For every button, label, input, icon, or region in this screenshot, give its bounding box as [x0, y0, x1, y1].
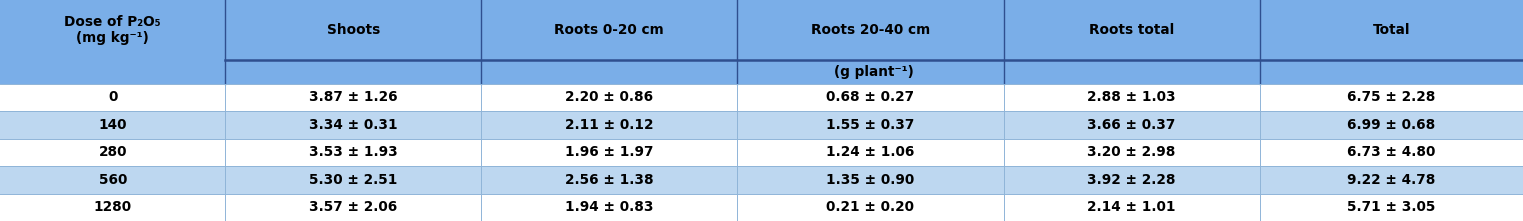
Bar [0, 111, 1523, 139]
Text: 6.73 ± 4.80: 6.73 ± 4.80 [1346, 145, 1436, 159]
Text: 1.96 ± 1.97: 1.96 ± 1.97 [565, 145, 653, 159]
Bar [0, 166, 1523, 194]
Bar [0, 139, 1523, 166]
Text: Roots 0-20 cm: Roots 0-20 cm [554, 23, 664, 37]
Text: 2.11 ± 0.12: 2.11 ± 0.12 [565, 118, 653, 132]
Text: Total: Total [1372, 23, 1410, 37]
Text: 1.94 ± 0.83: 1.94 ± 0.83 [565, 200, 653, 214]
Text: 3.57 ± 2.06: 3.57 ± 2.06 [309, 200, 398, 214]
Text: 1.35 ± 0.90: 1.35 ± 0.90 [827, 173, 914, 187]
Text: 3.92 ± 2.28: 3.92 ± 2.28 [1087, 173, 1176, 187]
Text: 9.22 ± 4.78: 9.22 ± 4.78 [1346, 173, 1436, 187]
Text: 1.55 ± 0.37: 1.55 ± 0.37 [825, 118, 915, 132]
Text: 3.53 ± 1.93: 3.53 ± 1.93 [309, 145, 398, 159]
Text: 0.21 ± 0.20: 0.21 ± 0.20 [827, 200, 914, 214]
Text: Roots total: Roots total [1089, 23, 1174, 37]
Text: 140: 140 [99, 118, 126, 132]
Text: 5.30 ± 2.51: 5.30 ± 2.51 [309, 173, 398, 187]
Bar [0, 0, 1523, 60]
Text: 0: 0 [108, 90, 117, 105]
Text: 6.75 ± 2.28: 6.75 ± 2.28 [1346, 90, 1436, 105]
Text: Shoots: Shoots [327, 23, 379, 37]
Bar [0, 84, 1523, 111]
Text: 2.56 ± 1.38: 2.56 ± 1.38 [565, 173, 653, 187]
Text: Dose of P₂O₅
(mg kg⁻¹): Dose of P₂O₅ (mg kg⁻¹) [64, 15, 161, 45]
Text: 2.88 ± 1.03: 2.88 ± 1.03 [1087, 90, 1176, 105]
Text: 560: 560 [99, 173, 126, 187]
Text: Roots 20-40 cm: Roots 20-40 cm [810, 23, 931, 37]
Text: 3.34 ± 0.31: 3.34 ± 0.31 [309, 118, 398, 132]
Text: 280: 280 [99, 145, 126, 159]
Text: 1280: 1280 [93, 200, 133, 214]
Text: 3.20 ± 2.98: 3.20 ± 2.98 [1087, 145, 1176, 159]
Text: 1.24 ± 1.06: 1.24 ± 1.06 [825, 145, 915, 159]
Text: 0.68 ± 0.27: 0.68 ± 0.27 [827, 90, 914, 105]
Text: 2.20 ± 0.86: 2.20 ± 0.86 [565, 90, 653, 105]
Text: 5.71 ± 3.05: 5.71 ± 3.05 [1346, 200, 1436, 214]
Bar [0, 194, 1523, 221]
Text: 6.99 ± 0.68: 6.99 ± 0.68 [1348, 118, 1435, 132]
Text: (g plant⁻¹): (g plant⁻¹) [835, 65, 914, 79]
Text: 3.87 ± 1.26: 3.87 ± 1.26 [309, 90, 398, 105]
Text: 2.14 ± 1.01: 2.14 ± 1.01 [1087, 200, 1176, 214]
Bar [0, 60, 1523, 84]
Text: 3.66 ± 0.37: 3.66 ± 0.37 [1087, 118, 1176, 132]
